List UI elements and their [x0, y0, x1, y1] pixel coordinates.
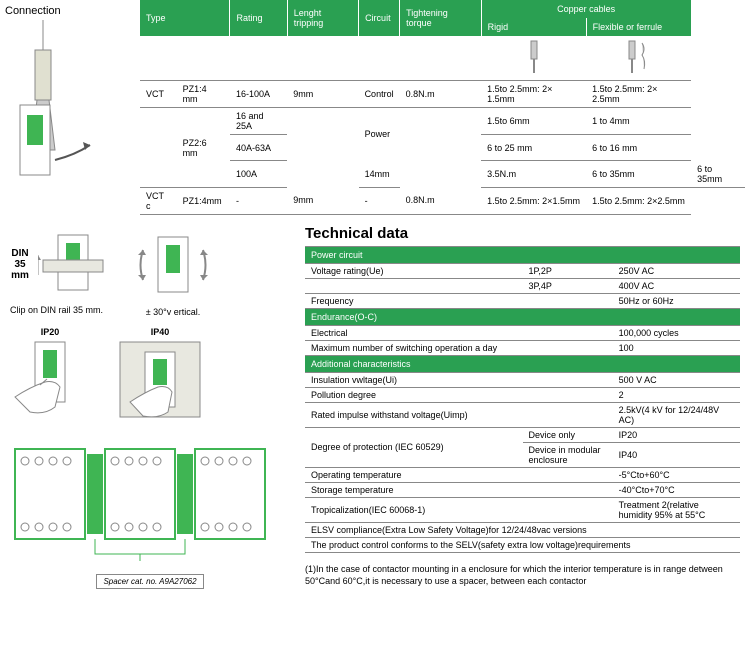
connection-column: Connection — [0, 0, 140, 215]
table-row: VCT PZ1:4 mm 16-100A 9mm Control 0.8N.m … — [140, 81, 745, 108]
technical-data-column: Technical data Power circuit Voltage rat… — [300, 220, 745, 594]
table-row: VCT c PZ1:4mm - 9mm - 0.8N.m 1.5to 2.5mm… — [140, 187, 745, 214]
din-clip-diagram: DIN 35 mm Clip on DIN rail 35 mm. — [5, 225, 108, 317]
ip40-diagram: IP40 — [110, 327, 210, 429]
table-row: 16 and 25A Power 1.5to 6mm 1 to 4mm — [140, 108, 745, 135]
th-rigid: Rigid — [481, 18, 586, 36]
spacer-label: Spacer cat. no. A9A27062 — [96, 574, 203, 589]
rigid-cable-icon — [481, 36, 586, 81]
mid-section: DIN 35 mm Clip on DIN rail 35 mm. ± 30°v… — [0, 220, 750, 594]
footnote: (1)In the case of contactor mounting in … — [305, 563, 740, 588]
screwdriver-device-diagram — [5, 20, 125, 200]
technical-data-table: Power circuit Voltage rating(Ue)1P,2P250… — [305, 246, 740, 553]
vertical-tilt-diagram: ± 30°v ertical. — [123, 225, 223, 317]
diagrams-column: DIN 35 mm Clip on DIN rail 35 mm. ± 30°v… — [0, 220, 300, 594]
connection-title: Connection — [5, 5, 135, 17]
th-circuit: Circuit — [359, 0, 400, 36]
th-length: Lenght tripping — [287, 0, 358, 36]
th-type: Type — [140, 0, 230, 36]
th-torque: Tightening torque — [400, 0, 482, 36]
connection-table: Type Rating Lenght tripping Circuit Tigh… — [140, 0, 745, 215]
th-flexible: Flexible or ferrule — [586, 18, 691, 36]
th-rating: Rating — [230, 0, 287, 36]
top-section: Connection Type Rating Lenght tripping C… — [0, 0, 750, 215]
spacer-diagram: Spacer cat. no. A9A27062 — [5, 439, 295, 589]
tech-title: Technical data — [305, 225, 740, 242]
flexible-cable-icon — [586, 36, 691, 81]
ip20-diagram: IP20 — [5, 327, 95, 429]
th-copper: Copper cables — [481, 0, 691, 18]
